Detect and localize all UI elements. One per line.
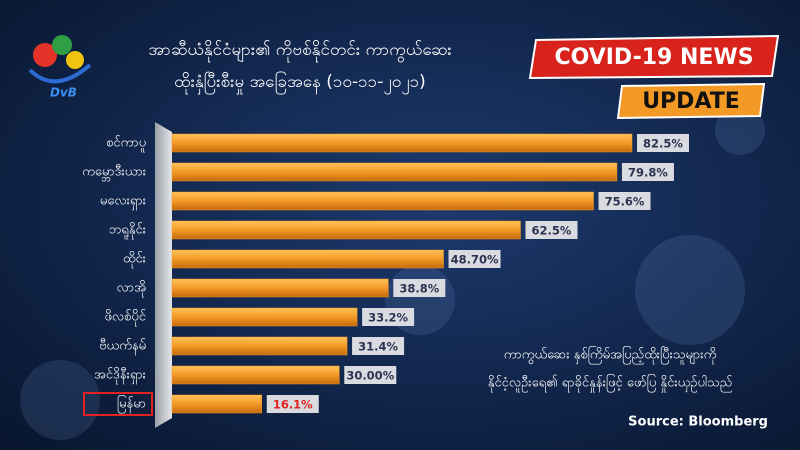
chart-title: အာဆီယံနိုင်ငံများ၏ ကိုဗစ်နိုင်တင်း ကာကွယ… bbox=[148, 39, 451, 63]
logo: DvB bbox=[28, 35, 92, 100]
value-label: 31.4% bbox=[358, 340, 398, 354]
value-label-box bbox=[448, 250, 501, 268]
bar bbox=[171, 394, 263, 414]
bar bbox=[171, 191, 594, 211]
bar bbox=[171, 220, 521, 240]
badge-sub-box bbox=[616, 82, 766, 120]
note-line: ကာကွယ်ဆေး နှစ်ကြိမ်အပြည့်ထိုးပြီးသူများက… bbox=[504, 346, 717, 365]
value-label: 48.70% bbox=[451, 253, 499, 267]
value-label-box bbox=[352, 337, 405, 355]
category-label: မလေးရှား bbox=[100, 194, 146, 211]
category-label: ဗီယက်နမ် bbox=[99, 338, 146, 356]
value-label: 82.5% bbox=[643, 137, 683, 151]
value-label-box bbox=[344, 366, 397, 384]
value-label-box bbox=[598, 192, 651, 210]
badge-sub-text: UPDATE bbox=[642, 89, 740, 114]
logo-text: DvB bbox=[50, 86, 77, 100]
value-label-box bbox=[393, 279, 446, 297]
value-label-box bbox=[362, 308, 415, 326]
value-label: 30.00% bbox=[346, 369, 394, 383]
category-label: ဖိလစ်ပိုင် bbox=[104, 309, 146, 327]
bar bbox=[171, 307, 358, 327]
badge-text: COVID-19 NEWS bbox=[554, 45, 753, 70]
value-label: 16.1% bbox=[273, 398, 313, 412]
bar bbox=[171, 278, 389, 298]
chart-subtitle: ထိုးနှံပြီးစီးမှု အခြေအနေ (၁၀-၁၁-၂၀၂၁) bbox=[174, 70, 426, 95]
category-label: လာအို bbox=[117, 280, 146, 298]
value-label-box bbox=[525, 221, 578, 239]
bar bbox=[171, 249, 444, 269]
value-label: 79.8% bbox=[628, 166, 668, 180]
category-label: ကမ္ဘောဒီးယား bbox=[82, 164, 146, 182]
value-label-box bbox=[637, 134, 689, 152]
source: Source: Bloomberg bbox=[628, 415, 768, 430]
category-label: ဘရူနိုင်း bbox=[109, 222, 146, 240]
highlight-box bbox=[83, 392, 153, 416]
value-label-box bbox=[621, 163, 674, 181]
value-label: 62.5% bbox=[532, 224, 572, 238]
category-label: ထိုင်း bbox=[123, 251, 146, 269]
value-label-box bbox=[266, 395, 319, 413]
category-label: အင်ဒိုနီးရှား bbox=[94, 367, 146, 385]
value-label: 75.6% bbox=[605, 195, 645, 209]
bar bbox=[171, 133, 633, 153]
category-label: မြန်မာ bbox=[117, 395, 146, 414]
badge-box bbox=[528, 34, 780, 80]
note-line: နိုင်ငံ့လူဦးရေ၏ ရာခိုင်နှုန်းဖြင့် ဖော်ပ… bbox=[488, 374, 733, 393]
category-label: စင်ကာပူ bbox=[106, 135, 146, 153]
bar bbox=[171, 162, 618, 182]
axis-panel bbox=[155, 122, 172, 428]
value-label: 33.2% bbox=[368, 311, 408, 325]
bar bbox=[171, 365, 340, 385]
value-label: 38.8% bbox=[399, 282, 439, 296]
bar bbox=[171, 336, 348, 356]
